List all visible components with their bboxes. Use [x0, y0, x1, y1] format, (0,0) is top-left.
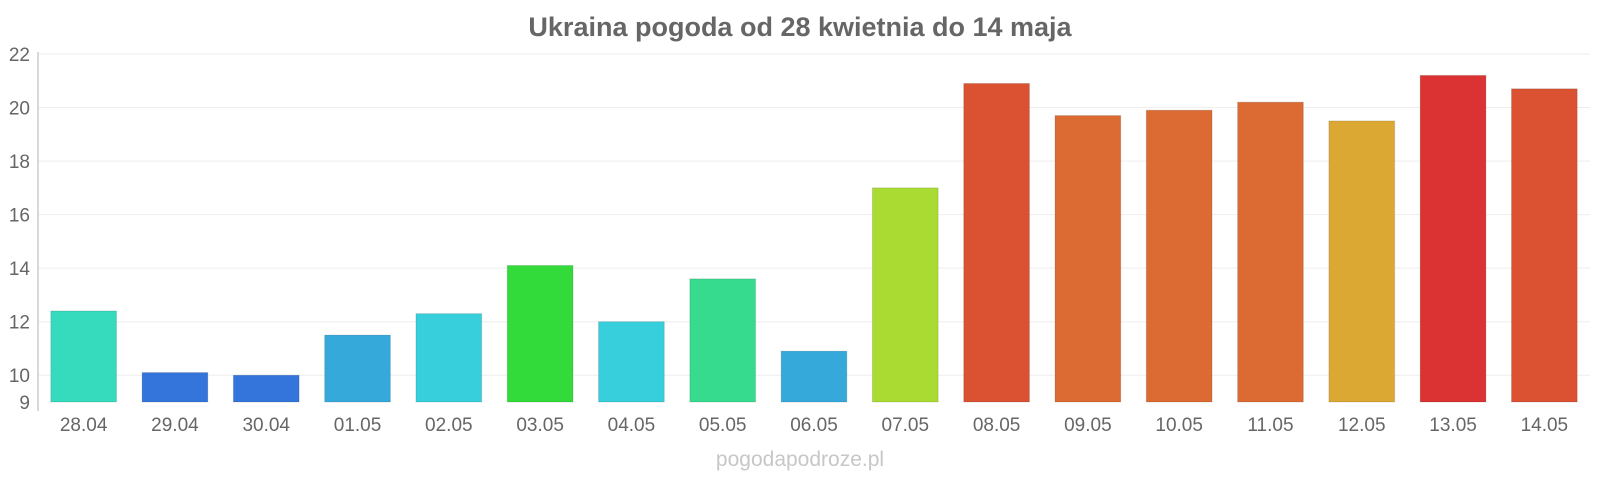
- bar: [1237, 101, 1304, 403]
- bar: [232, 374, 300, 403]
- watermark-text: pogodapodroze.pl: [716, 448, 884, 471]
- x-tick-label: 07.05: [882, 415, 930, 436]
- y-tick-label: 12: [9, 313, 30, 334]
- bar: [506, 264, 574, 403]
- bar: [1054, 115, 1122, 403]
- y-tick-label: 18: [9, 152, 30, 173]
- x-tick-label: 06.05: [790, 415, 838, 436]
- chart-title: Ukraina pogoda od 28 kwietnia do 14 maja: [528, 12, 1072, 42]
- bar: [871, 187, 939, 403]
- x-axis-labels: 28.04 29.04 30.04 01.05 02.05 03.05 04.05 05.05…: [60, 415, 1568, 436]
- x-tick-label: 28.04: [60, 415, 108, 436]
- x-tick-label: 02.05: [425, 415, 473, 436]
- y-tick-label: 16: [9, 206, 30, 227]
- bar: [415, 313, 483, 403]
- y-tick-label: 10: [9, 366, 30, 387]
- x-tick-label: 01.05: [334, 415, 382, 436]
- bar: [324, 334, 391, 403]
- bar: [963, 82, 1030, 403]
- y-tick-label: 22: [9, 45, 30, 66]
- x-tick-label: 12.05: [1338, 415, 1386, 436]
- bar: [1419, 74, 1487, 403]
- bar: [1510, 88, 1578, 403]
- y-tick-label: 20: [9, 99, 30, 120]
- x-tick-label: 03.05: [516, 415, 564, 436]
- bar: [141, 372, 209, 403]
- x-tick-label: 08.05: [973, 415, 1021, 436]
- x-tick-label: 11.05: [1247, 415, 1293, 436]
- bar: [780, 350, 848, 403]
- x-tick-label: 30.04: [242, 415, 290, 436]
- y-tick-label: 9: [19, 393, 30, 414]
- x-tick-label: 05.05: [699, 415, 747, 436]
- grid-lines: [38, 53, 1590, 376]
- bar: [689, 278, 757, 403]
- x-tick-label: 14.05: [1521, 415, 1569, 436]
- bar: [50, 310, 118, 403]
- y-axis-ticks: 9 10 12 14 16 18 20 22: [9, 45, 31, 414]
- bar: [598, 321, 665, 403]
- x-tick-label: 13.05: [1429, 415, 1477, 436]
- x-tick-label: 10.05: [1155, 415, 1203, 436]
- x-tick-label: 09.05: [1064, 415, 1112, 436]
- y-tick-label: 14: [9, 259, 31, 280]
- x-tick-label: 04.05: [608, 415, 656, 436]
- x-tick-label: 29.04: [151, 415, 199, 436]
- bars: [50, 74, 1578, 403]
- bar: [1145, 109, 1213, 403]
- bar: [1328, 120, 1396, 403]
